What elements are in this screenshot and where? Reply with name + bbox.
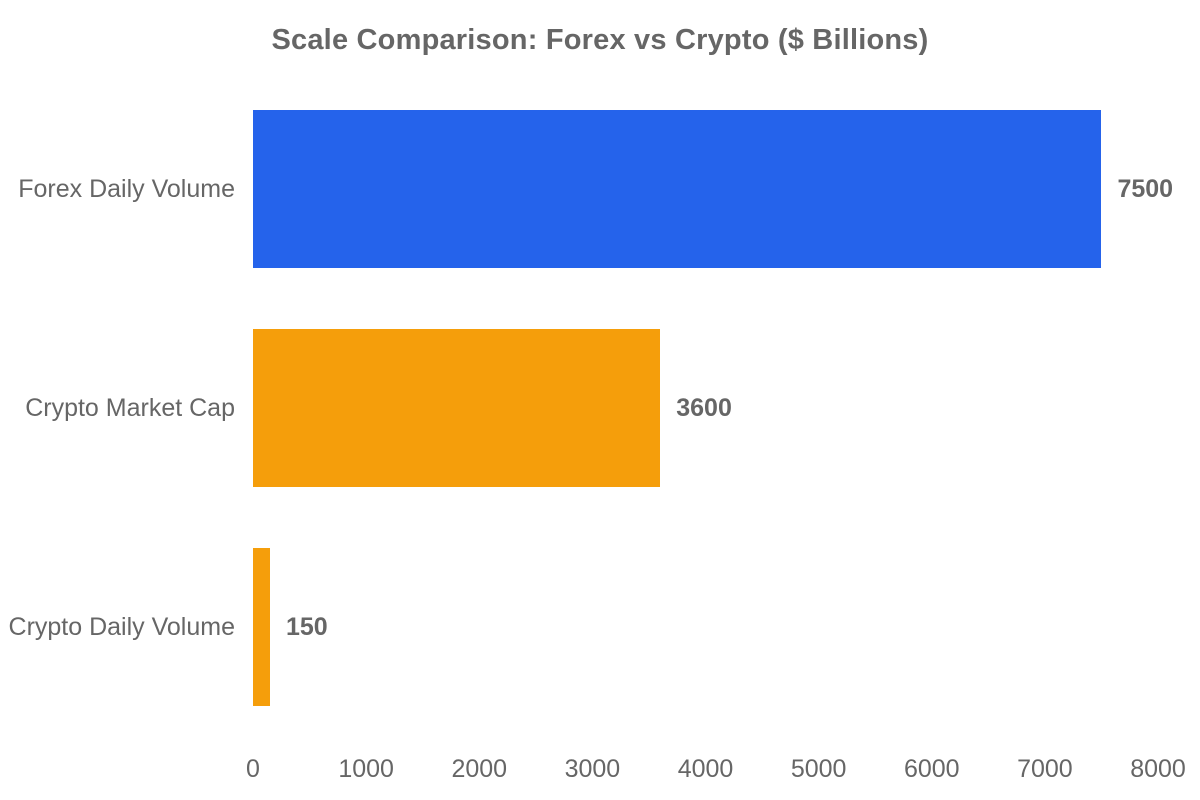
bar-track: 3600 (253, 329, 1158, 487)
chart-title: Scale Comparison: Forex vs Crypto ($ Bil… (271, 24, 929, 56)
category-label-crypto-market-cap: Crypto Market Cap (25, 393, 235, 422)
x-axis-tick-label: 3000 (564, 755, 621, 783)
bar-track: 7500 (253, 110, 1173, 268)
x-axis-tick-label: 6000 (903, 755, 960, 783)
bar-track: 150 (253, 548, 1158, 706)
value-label-crypto-daily-volume: 150 (285, 612, 328, 641)
category-label-forex-daily-volume: Forex Daily Volume (18, 174, 235, 203)
x-axis-tick-label: 5000 (790, 755, 847, 783)
value-label-forex-daily-volume: 7500 (1117, 174, 1174, 203)
x-axis: 0 1000 2000 3000 4000 5000 6000 7000 800… (246, 755, 1186, 791)
bar-crypto-market-cap (253, 329, 661, 487)
x-axis-tick-label: 4000 (677, 755, 734, 783)
category-label-crypto-daily-volume: Crypto Daily Volume (8, 612, 235, 641)
x-axis-tick-label: 2000 (451, 755, 508, 783)
value-label-crypto-market-cap: 3600 (676, 393, 732, 422)
bar-row-forex-daily-volume: Forex Daily Volume 7500 (0, 110, 1200, 268)
x-axis-tick-label: 7000 (1017, 755, 1073, 783)
bar-forex-daily-volume (253, 110, 1102, 268)
x-axis-tick-label: 1000 (338, 755, 394, 783)
bar-row-crypto-market-cap: Crypto Market Cap 3600 (0, 329, 1200, 487)
bar-row-crypto-daily-volume: Crypto Daily Volume 150 (0, 548, 1200, 706)
x-axis-tick-label: 8000 (1130, 755, 1186, 783)
x-axis-tick-label: 0 (246, 755, 260, 783)
bar-crypto-daily-volume (253, 548, 270, 706)
